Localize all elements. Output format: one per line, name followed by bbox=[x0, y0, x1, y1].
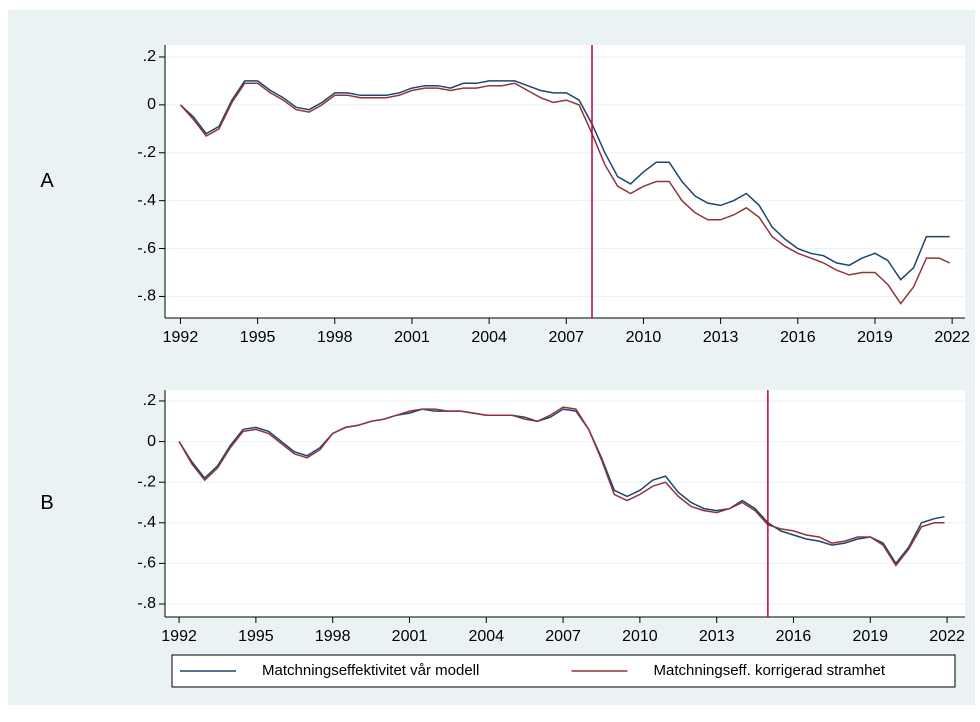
series-line bbox=[179, 82, 950, 305]
y-tick-label: -.6 bbox=[137, 240, 156, 257]
x-tick-label: 2013 bbox=[703, 329, 739, 346]
series-line bbox=[178, 406, 945, 567]
series-line bbox=[179, 80, 950, 281]
y-tick-label: -.6 bbox=[137, 555, 156, 572]
series-line bbox=[178, 408, 945, 565]
y-tick-label: -.2 bbox=[137, 144, 156, 161]
x-tick-label: 1992 bbox=[161, 628, 197, 645]
y-tick-label: -.4 bbox=[137, 514, 156, 531]
x-tick-label: 2007 bbox=[548, 329, 584, 346]
y-tick-label: 0 bbox=[147, 433, 156, 450]
x-tick-label: 2001 bbox=[394, 329, 430, 346]
x-tick-label: 2001 bbox=[392, 628, 428, 645]
x-tick-label: 2013 bbox=[699, 628, 735, 645]
y-tick-label: -.8 bbox=[137, 595, 156, 612]
x-tick-label: 2019 bbox=[852, 628, 888, 645]
x-tick-label: 2022 bbox=[929, 628, 965, 645]
legend-label: Matchningseff. korrigerad stramhet bbox=[654, 662, 886, 679]
x-tick-label: 2016 bbox=[780, 329, 816, 346]
x-tick-label: 2004 bbox=[468, 628, 504, 645]
plot-area bbox=[165, 390, 965, 617]
y-tick-label: -.2 bbox=[137, 473, 156, 490]
x-tick-label: 2016 bbox=[776, 628, 812, 645]
x-tick-label: 2019 bbox=[857, 329, 893, 346]
x-tick-label: 1998 bbox=[317, 329, 353, 346]
panel-label: B bbox=[40, 492, 53, 514]
y-tick-label: -.8 bbox=[137, 288, 156, 305]
y-tick-label: 0 bbox=[147, 96, 156, 113]
y-tick-label: .2 bbox=[143, 392, 156, 409]
x-tick-label: 1992 bbox=[163, 329, 199, 346]
x-tick-label: 1995 bbox=[238, 628, 274, 645]
plot-area bbox=[165, 45, 965, 318]
x-tick-label: 2010 bbox=[622, 628, 658, 645]
x-tick-label: 2007 bbox=[545, 628, 581, 645]
x-tick-label: 2004 bbox=[471, 329, 507, 346]
y-tick-label: -.4 bbox=[137, 192, 156, 209]
x-tick-label: 2022 bbox=[934, 329, 970, 346]
x-tick-label: 2010 bbox=[626, 329, 662, 346]
x-tick-label: 1995 bbox=[240, 329, 276, 346]
panel-label: A bbox=[40, 170, 54, 192]
x-tick-label: 1998 bbox=[315, 628, 351, 645]
y-tick-label: .2 bbox=[143, 48, 156, 65]
legend-box bbox=[171, 654, 956, 688]
legend-label: Matchningseffektivitet vår modell bbox=[262, 662, 479, 679]
